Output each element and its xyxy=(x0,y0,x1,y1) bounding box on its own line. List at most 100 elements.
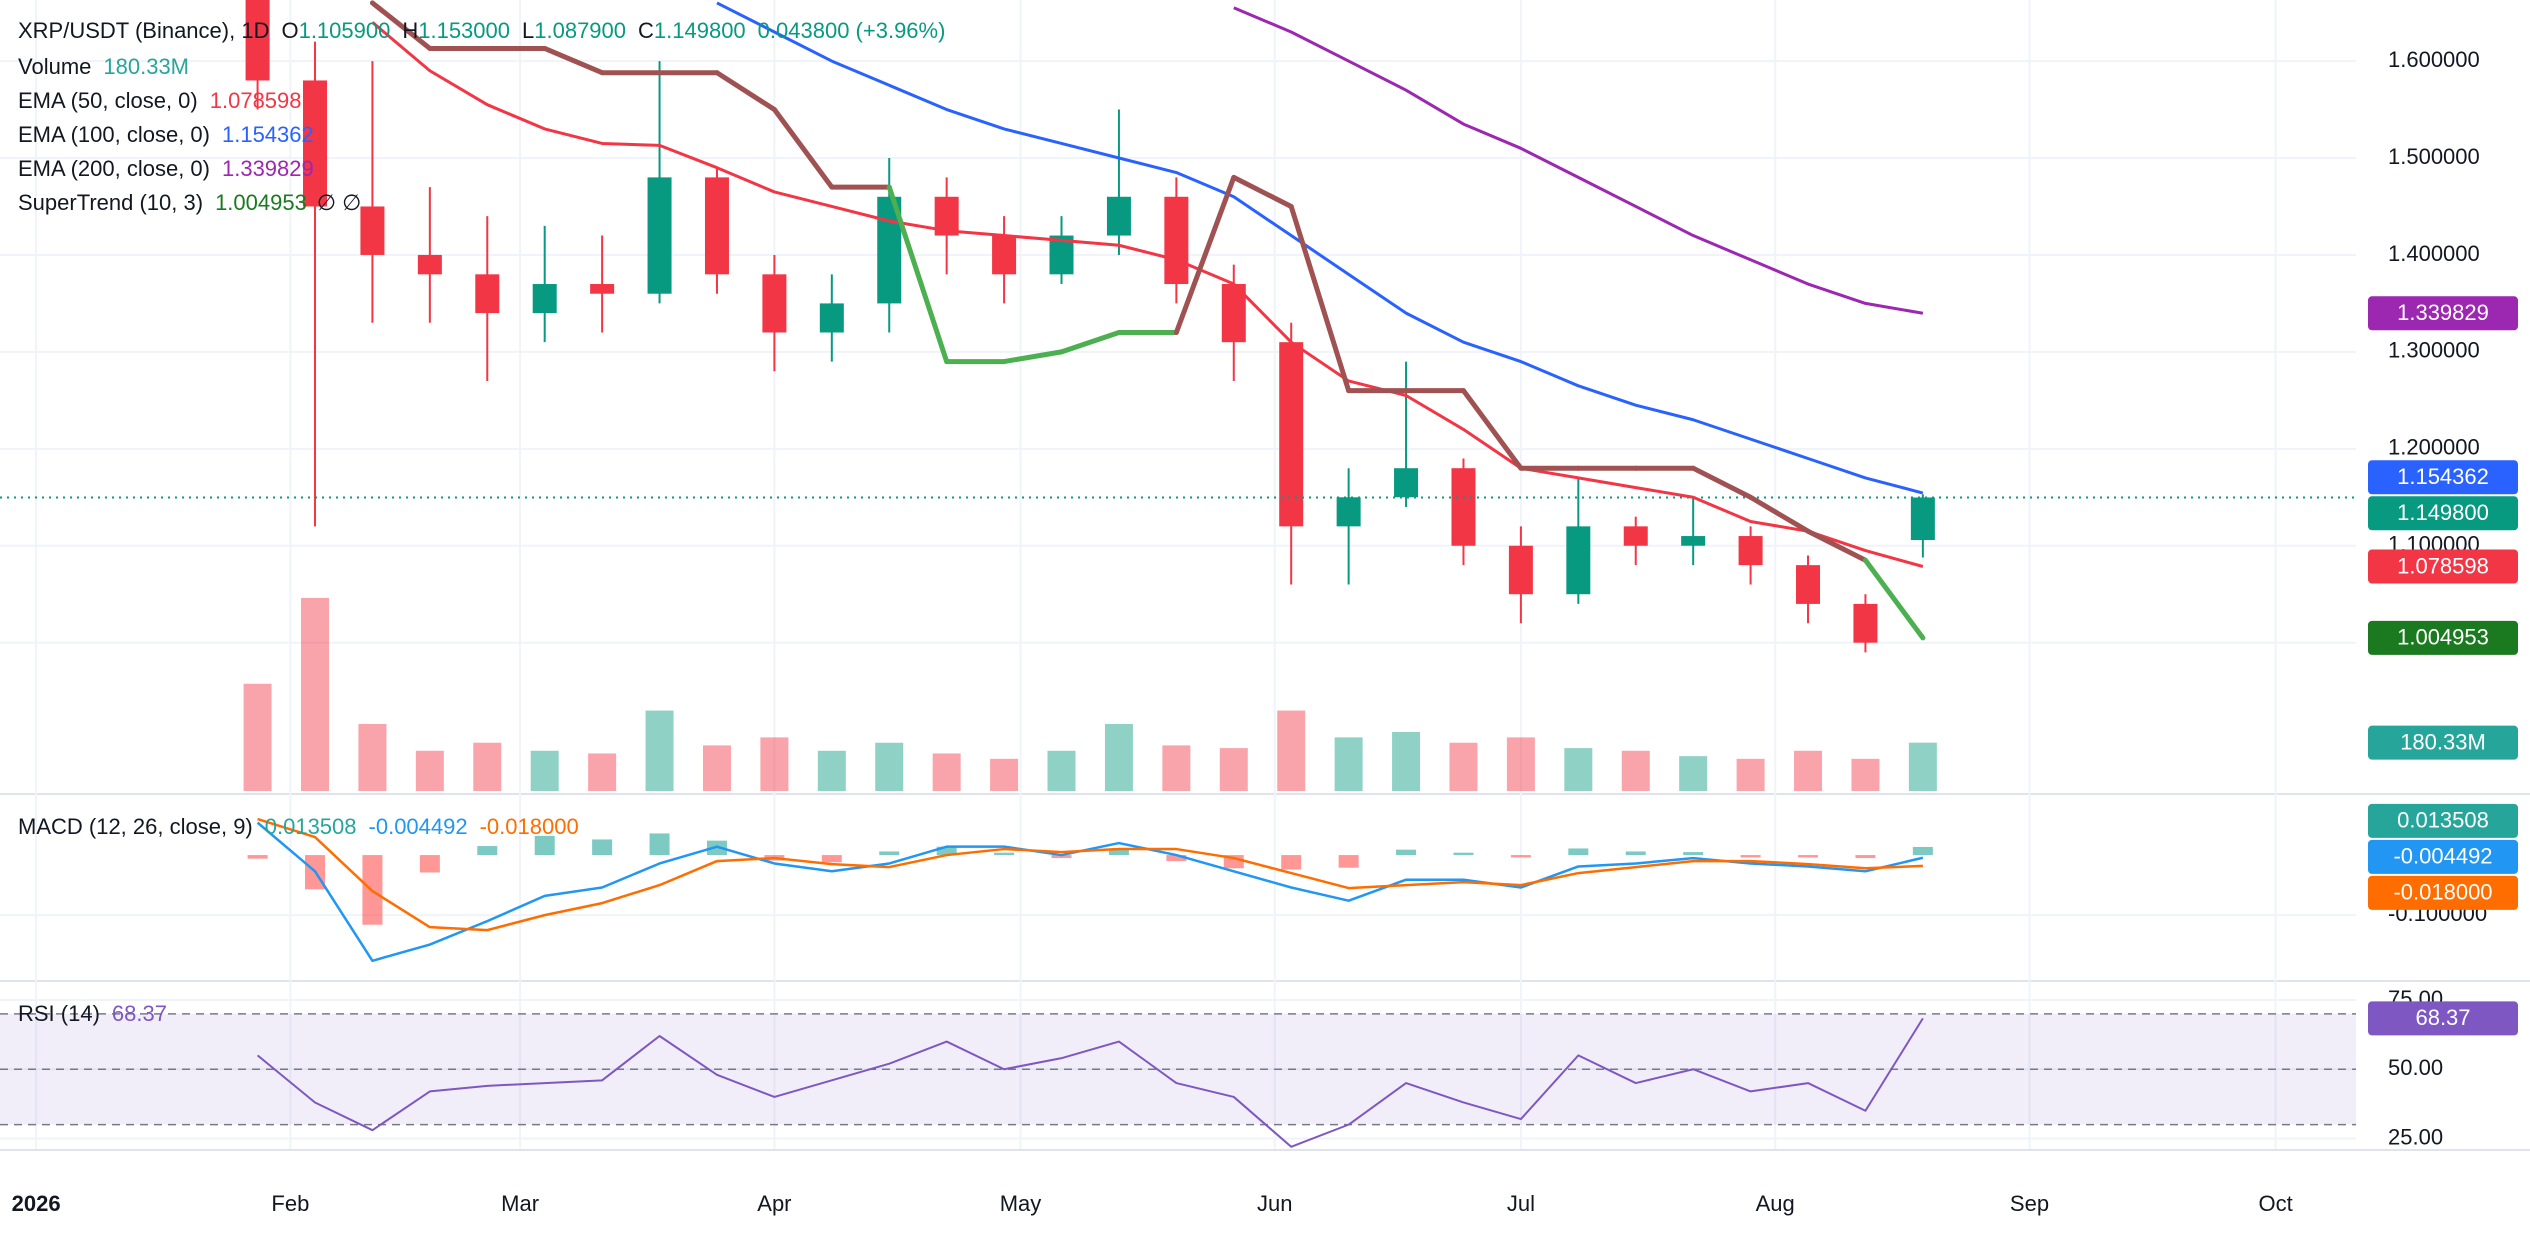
ohlc-value: 1.105900 xyxy=(299,18,391,43)
price-badge xyxy=(2368,620,2518,655)
histogram-bar xyxy=(1568,848,1589,856)
legend-name: EMA (200, close, 0) xyxy=(18,156,210,181)
supertrend-segment xyxy=(369,0,433,51)
volume-bar xyxy=(1104,723,1133,791)
y-tick-label: 1.400000 xyxy=(2388,241,2480,266)
supertrend-segment xyxy=(1805,528,1868,563)
histogram-bar xyxy=(1798,855,1819,858)
rsi-line xyxy=(256,1017,1924,1148)
volume-bar xyxy=(415,750,444,791)
volume-bar xyxy=(530,750,559,791)
signal-line xyxy=(257,817,1923,932)
candle-body xyxy=(590,284,615,294)
x-tick-label: Feb xyxy=(271,1191,309,1216)
volume-bar xyxy=(1851,758,1880,791)
candle-body xyxy=(360,206,385,255)
legend-name: Volume xyxy=(18,54,91,79)
histogram-bar xyxy=(1108,849,1129,856)
ohlc-label: L xyxy=(522,18,534,43)
legend-value: 1.154362 xyxy=(222,122,314,147)
candle-body xyxy=(1796,565,1821,604)
ema-line xyxy=(716,1,1924,495)
ohlc-value: 1.153000 xyxy=(418,18,510,43)
candle-body xyxy=(992,235,1017,275)
legend-value: 68.37 xyxy=(112,1001,167,1026)
histogram-bar xyxy=(1338,855,1359,868)
legend-status: ∅ ∅ xyxy=(317,190,361,215)
ohlc-value: 1.087900 xyxy=(534,18,626,43)
candle-body xyxy=(1451,468,1476,546)
candle-body xyxy=(1910,497,1935,541)
price-badges: 1.078598 1.154362 1.339829 1.004953 1.149800… xyxy=(2368,296,2518,1036)
supertrend-segment xyxy=(771,107,835,190)
histogram-bar xyxy=(1281,855,1302,870)
histogram-bar xyxy=(1855,855,1876,859)
price-badge xyxy=(2368,549,2518,584)
candle-body xyxy=(1279,342,1304,527)
legend-value: 1.004953 xyxy=(215,190,307,215)
candle-body xyxy=(1853,603,1878,643)
y-tick-label: 1.200000 xyxy=(2388,435,2480,460)
volume-bar xyxy=(243,683,272,791)
volume-bar xyxy=(473,742,502,791)
symbol-title: XRP/USDT (Binance), 1D xyxy=(18,18,269,43)
y-tick-label: 25.00 xyxy=(2388,1124,2443,1149)
histogram-bar xyxy=(1912,846,1933,856)
ohlc-label: O xyxy=(281,18,298,43)
volume-bar xyxy=(358,723,387,791)
volume-bar xyxy=(1392,732,1421,791)
candle-body xyxy=(532,284,557,314)
legend-value: 1.078598 xyxy=(210,88,302,113)
histogram-bar xyxy=(419,855,440,873)
legend: XRP/USDT (Binance), 1D O1.105900 H1.153000… xyxy=(18,18,945,1026)
candle-body xyxy=(1681,536,1706,546)
y-tick-label: 1.500000 xyxy=(2388,144,2480,169)
volume-bar xyxy=(1506,737,1535,791)
volume-bar xyxy=(1219,748,1248,791)
supertrend-segment xyxy=(542,45,605,76)
candle-body xyxy=(1508,545,1533,595)
rsi-pane xyxy=(0,1013,2356,1148)
supertrend-segment xyxy=(1862,557,1926,641)
supertrend-segment xyxy=(886,184,950,365)
supertrend-segment xyxy=(1288,203,1352,394)
price-badge xyxy=(2368,496,2518,531)
histogram-bar xyxy=(534,835,555,856)
histogram-bar xyxy=(1625,851,1646,856)
candle-body xyxy=(1394,468,1419,498)
price-badge-label: -0.004492 xyxy=(2393,844,2492,869)
volume-bar xyxy=(1621,750,1650,791)
price-badge xyxy=(2368,460,2518,495)
legend-name: MACD (12, 26, close, 9) xyxy=(18,814,253,839)
histogram-bar xyxy=(1166,855,1187,862)
histogram-bar xyxy=(247,855,268,859)
candle-body xyxy=(1164,196,1189,285)
candle-body xyxy=(245,0,270,81)
volume-bar xyxy=(1277,710,1306,791)
y-tick-label: 50.00 xyxy=(2388,1055,2443,1080)
price-badge xyxy=(2368,839,2518,874)
candle-body xyxy=(819,303,844,333)
legend-value: 1.339829 xyxy=(222,156,314,181)
volume-bar xyxy=(1794,750,1823,791)
macd-pane xyxy=(247,817,1933,963)
legend-name: EMA (100, close, 0) xyxy=(18,122,210,147)
volume-bar xyxy=(588,753,617,791)
price-badge-label: 1.339829 xyxy=(2397,300,2489,325)
supertrend-segment xyxy=(1173,174,1237,335)
histogram-bar xyxy=(1510,855,1531,858)
legend-item: EMA (100, close, 0) 1.154362 xyxy=(18,122,314,147)
volume-bar xyxy=(1564,748,1593,791)
histogram-bar xyxy=(1453,852,1474,856)
candle-body xyxy=(1566,526,1591,595)
x-tick-label: Jul xyxy=(1507,1191,1535,1216)
volume-bar xyxy=(1908,742,1937,791)
price-badge xyxy=(2368,803,2518,838)
histogram-bar xyxy=(1051,855,1072,859)
y-tick-label: 1.600000 xyxy=(2388,47,2480,72)
x-tick-label: Oct xyxy=(2258,1191,2292,1216)
price-badge-label: 180.33M xyxy=(2400,729,2486,754)
supertrend-segment xyxy=(714,70,777,113)
legend-name: SuperTrend (10, 3) xyxy=(18,190,203,215)
